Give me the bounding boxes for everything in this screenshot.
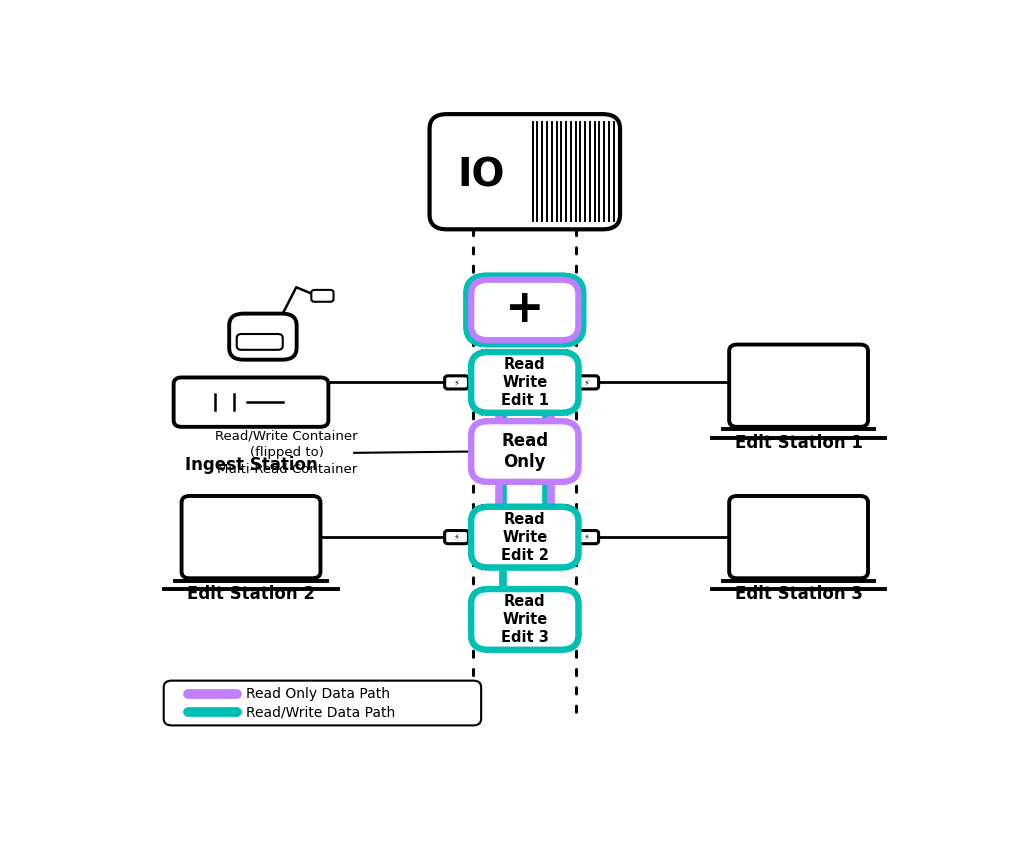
Text: IO: IO bbox=[458, 156, 505, 194]
FancyBboxPatch shape bbox=[181, 496, 321, 578]
Text: Edit Station 2: Edit Station 2 bbox=[187, 585, 315, 603]
Text: ~: ~ bbox=[547, 539, 558, 551]
FancyBboxPatch shape bbox=[471, 589, 579, 650]
Text: Read
Write
Edit 3: Read Write Edit 3 bbox=[501, 594, 549, 645]
FancyBboxPatch shape bbox=[471, 507, 579, 568]
Text: ~: ~ bbox=[547, 368, 558, 381]
Text: ~: ~ bbox=[492, 368, 503, 381]
FancyBboxPatch shape bbox=[729, 345, 868, 427]
Text: +: + bbox=[505, 287, 545, 333]
FancyBboxPatch shape bbox=[164, 681, 481, 725]
FancyBboxPatch shape bbox=[174, 377, 329, 427]
FancyBboxPatch shape bbox=[444, 530, 468, 544]
FancyBboxPatch shape bbox=[467, 276, 583, 345]
Text: Read
Write
Edit 2: Read Write Edit 2 bbox=[501, 511, 549, 563]
Text: ~: ~ bbox=[492, 539, 503, 551]
Text: Read
Write
Edit 3: Read Write Edit 3 bbox=[501, 594, 549, 645]
FancyBboxPatch shape bbox=[574, 530, 599, 544]
FancyBboxPatch shape bbox=[473, 281, 577, 339]
FancyBboxPatch shape bbox=[473, 353, 577, 411]
Text: ~: ~ bbox=[492, 384, 503, 397]
Text: Read/Write Container
(flipped to)
Multi-Read Container: Read/Write Container (flipped to) Multi-… bbox=[215, 429, 358, 476]
FancyBboxPatch shape bbox=[574, 376, 599, 389]
FancyBboxPatch shape bbox=[471, 280, 579, 340]
Text: Edit Station 3: Edit Station 3 bbox=[734, 585, 862, 603]
FancyBboxPatch shape bbox=[237, 334, 283, 350]
FancyBboxPatch shape bbox=[311, 290, 334, 302]
FancyBboxPatch shape bbox=[473, 422, 577, 481]
Text: Read Only Data Path: Read Only Data Path bbox=[246, 687, 390, 701]
FancyBboxPatch shape bbox=[430, 114, 620, 229]
FancyBboxPatch shape bbox=[473, 591, 577, 648]
Text: Read
Write
Edit 1: Read Write Edit 1 bbox=[501, 357, 549, 408]
FancyBboxPatch shape bbox=[473, 508, 577, 566]
FancyBboxPatch shape bbox=[729, 496, 868, 578]
Text: Edit Station 1: Edit Station 1 bbox=[734, 433, 862, 451]
Text: ~: ~ bbox=[547, 522, 558, 536]
Text: Read/Write Data Path: Read/Write Data Path bbox=[246, 705, 395, 719]
Text: ⚡: ⚡ bbox=[454, 378, 460, 387]
Text: ~: ~ bbox=[492, 522, 503, 536]
FancyBboxPatch shape bbox=[229, 314, 297, 360]
FancyBboxPatch shape bbox=[471, 352, 579, 413]
Text: Read
Only: Read Only bbox=[501, 432, 549, 471]
FancyBboxPatch shape bbox=[471, 422, 579, 482]
Text: +: + bbox=[505, 287, 545, 333]
Text: Read
Write
Edit 2: Read Write Edit 2 bbox=[501, 511, 549, 563]
Text: Ingest Station: Ingest Station bbox=[184, 456, 317, 475]
Text: Read
Write
Edit 1: Read Write Edit 1 bbox=[501, 357, 549, 408]
FancyBboxPatch shape bbox=[444, 376, 468, 389]
Text: ⚡: ⚡ bbox=[454, 533, 460, 541]
Text: ⚡: ⚡ bbox=[584, 378, 590, 387]
Text: ⚡: ⚡ bbox=[584, 533, 590, 541]
Text: Read
Only: Read Only bbox=[501, 432, 549, 471]
Text: ~: ~ bbox=[547, 384, 558, 397]
